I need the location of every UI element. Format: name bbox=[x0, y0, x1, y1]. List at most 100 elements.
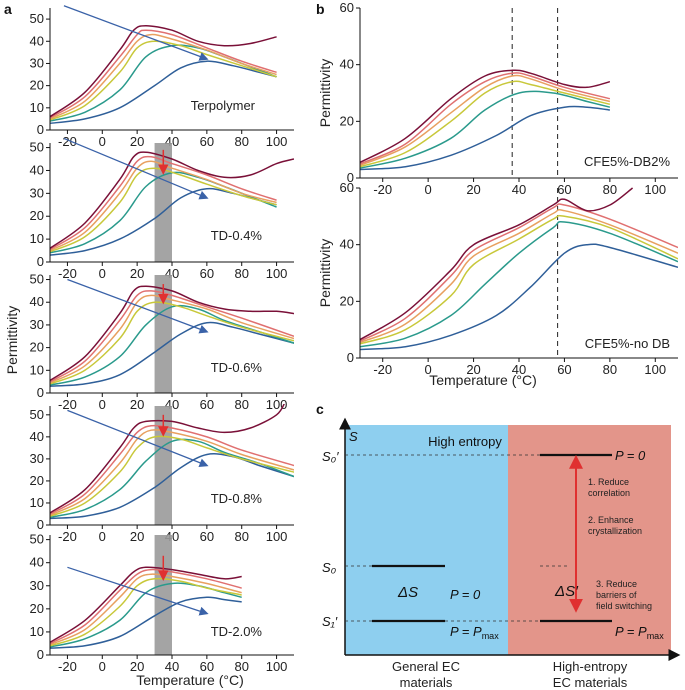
frequency-arrow bbox=[67, 278, 209, 334]
y-tick-label: 60 bbox=[340, 180, 354, 195]
x-tick-label: 40 bbox=[165, 659, 179, 674]
y-tick-label: 40 bbox=[340, 237, 354, 252]
x-tick-label: 20 bbox=[466, 182, 480, 197]
series-line-f5 bbox=[50, 155, 277, 251]
series-line-f3 bbox=[50, 40, 277, 121]
p-zero-right: P = 0 bbox=[615, 448, 646, 463]
series-line-f3 bbox=[360, 80, 611, 168]
x-tick-label: 40 bbox=[512, 182, 526, 197]
axis-lines bbox=[359, 188, 678, 359]
y-tick-label: 50 bbox=[30, 272, 44, 287]
series-line-f3 bbox=[50, 577, 242, 647]
x-tick-label: 80 bbox=[234, 659, 248, 674]
y-tick-label: 0 bbox=[37, 122, 44, 137]
subplot-title: TD-0.8% bbox=[211, 491, 263, 506]
series-line-f2 bbox=[50, 582, 242, 648]
subplot-title: CFE5%-no DB bbox=[585, 336, 670, 351]
x-tick-label: 80 bbox=[234, 397, 248, 412]
series-line-f6 bbox=[360, 187, 634, 341]
x-tick-label: -20 bbox=[373, 362, 392, 377]
level-s0-prime: S₀′ bbox=[322, 449, 339, 464]
panel-label-c: c bbox=[316, 401, 324, 417]
panel-a-xlabel: Temperature (°C) bbox=[136, 672, 244, 688]
chart-td-2-0: 0 10 20 30 40 50 -20 0 20 40 60 80 100 TD-2.0% bbox=[30, 532, 294, 674]
x-tick-label: 100 bbox=[266, 659, 288, 674]
y-tick-label: 10 bbox=[30, 100, 44, 115]
level-s1-prime: S₁′ bbox=[322, 614, 338, 629]
x-tick-label: 0 bbox=[99, 659, 106, 674]
series-line-f1 bbox=[50, 596, 242, 649]
panel-label-b: b bbox=[316, 1, 325, 17]
subplot-title: Terpolymer bbox=[191, 98, 256, 113]
p-max-left: P = Pmax bbox=[450, 624, 499, 641]
y-tick-label: 30 bbox=[30, 55, 44, 70]
y-tick-label: 30 bbox=[30, 578, 44, 593]
x-tick-label: 40 bbox=[512, 362, 526, 377]
note-3c: field switching bbox=[596, 601, 652, 611]
y-tick-label: 0 bbox=[37, 647, 44, 662]
x-tick-label: 20 bbox=[466, 362, 480, 377]
frequency-arrow bbox=[63, 137, 209, 200]
x-tick-label: 80 bbox=[234, 134, 248, 149]
series-line-f4 bbox=[50, 573, 242, 646]
y-tick-label: 60 bbox=[340, 0, 354, 15]
x-tick-label: -20 bbox=[58, 134, 77, 149]
series-line-f4 bbox=[360, 74, 611, 166]
series-line-f6 bbox=[50, 24, 277, 118]
series-line-f5 bbox=[50, 568, 242, 645]
series-line-f5 bbox=[50, 424, 294, 515]
y-tick-label: 10 bbox=[30, 624, 44, 639]
series-line-f3 bbox=[50, 435, 294, 517]
x-tick-label: 60 bbox=[200, 529, 214, 544]
category-high-entropy-line1: High-entropy bbox=[553, 659, 628, 674]
transition-band bbox=[154, 535, 172, 655]
y-tick-label: 20 bbox=[30, 473, 44, 488]
series-line-f6 bbox=[360, 69, 611, 164]
y-tick-label: 20 bbox=[30, 340, 44, 355]
general-ec-region bbox=[345, 425, 508, 655]
series-line-f5 bbox=[360, 203, 678, 342]
series-line-f5 bbox=[50, 290, 294, 383]
x-tick-label: 20 bbox=[130, 266, 144, 281]
panel-b-xlabel: Temperature (°C) bbox=[429, 372, 537, 388]
x-tick-label: 60 bbox=[557, 362, 571, 377]
chart-cfe5-db2: 0 20 40 60 -20 0 20 40 60 80 100 CFE5%-DB2% Permitti… bbox=[317, 0, 678, 197]
series-line-f5 bbox=[360, 72, 611, 165]
series-line-f6 bbox=[50, 285, 294, 382]
y-tick-label: 50 bbox=[30, 140, 44, 155]
y-tick-label: 20 bbox=[30, 601, 44, 616]
series-line-f3 bbox=[50, 301, 294, 385]
y-tick-label: 20 bbox=[340, 113, 354, 128]
y-tick-label: 50 bbox=[30, 532, 44, 547]
high-entropy-title: High entropy bbox=[428, 434, 502, 449]
y-tick-label: 30 bbox=[30, 185, 44, 200]
series-line-f4 bbox=[50, 160, 277, 252]
x-tick-label: 20 bbox=[130, 397, 144, 412]
note-2a: 2. Enhance bbox=[588, 515, 634, 525]
p-max-right: P = Pmax bbox=[615, 624, 664, 641]
y-tick-label: 40 bbox=[30, 555, 44, 570]
y-tick-label: 0 bbox=[37, 254, 44, 269]
series-line-f4 bbox=[360, 208, 678, 344]
category-general-line2: materials bbox=[400, 675, 453, 690]
series-line-f6 bbox=[50, 404, 285, 514]
delta-s-prime-label: ΔS′ bbox=[554, 583, 579, 600]
y-tick-label: 0 bbox=[347, 170, 354, 185]
x-tick-label: 0 bbox=[425, 182, 432, 197]
x-tick-label: -20 bbox=[373, 182, 392, 197]
series-line-f1 bbox=[360, 105, 610, 171]
series-line-f1 bbox=[50, 60, 277, 125]
series-line-f2 bbox=[360, 221, 678, 348]
series-line-f5 bbox=[50, 29, 277, 119]
frequency-arrow bbox=[67, 566, 209, 616]
x-tick-label: 0 bbox=[99, 134, 106, 149]
series-line-f2 bbox=[50, 438, 294, 519]
x-tick-label: -20 bbox=[58, 266, 77, 281]
y-tick-label: 20 bbox=[30, 208, 44, 223]
series-line-f1 bbox=[50, 453, 294, 520]
panel-c-schematic: S High entropy S₀′ S₀ S₁′ P = 0 P = 0 P … bbox=[322, 417, 681, 690]
note-2b: crystallization bbox=[588, 526, 642, 536]
x-tick-label: 80 bbox=[234, 529, 248, 544]
